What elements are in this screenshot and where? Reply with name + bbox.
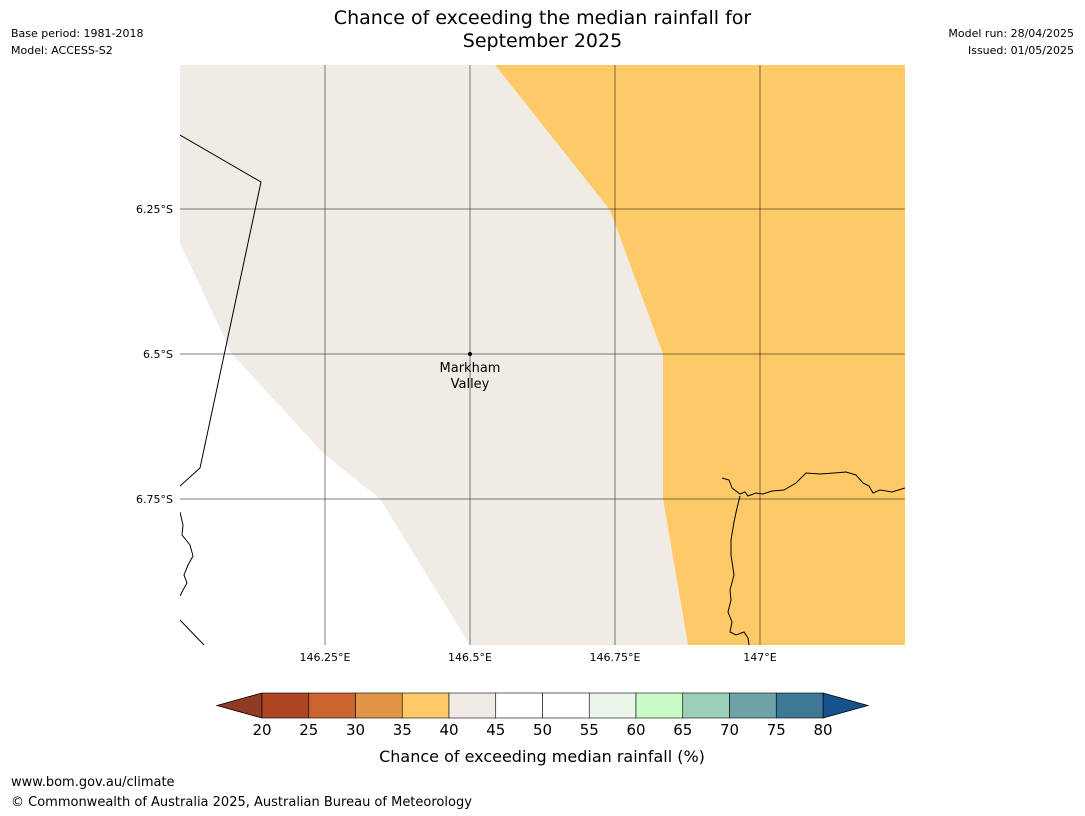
colorbar-swatch <box>729 692 777 719</box>
latitude-labels: 6.25°S 6.5°S 6.75°S <box>136 203 173 506</box>
colorbar-swatch <box>495 692 543 719</box>
metadata-right: Model run: 28/04/2025 Issued: 01/05/2025 <box>948 25 1074 59</box>
lon-label-146-25: 146.25°E <box>300 651 351 664</box>
place-label-line-2: Valley <box>451 377 490 392</box>
graticule <box>180 65 905 645</box>
colorbar-swatch <box>588 692 637 719</box>
footer-copyright: © Commonwealth of Australia 2025, Austra… <box>11 795 472 810</box>
colorbar-tick-label: 35 <box>393 721 412 739</box>
title-line-2: September 2025 <box>462 30 623 52</box>
colorbar: 20 25 30 35 40 45 50 55 60 65 70 75 80 <box>215 692 870 739</box>
colorbar-swatch <box>355 692 403 719</box>
colorbar-tick-label: 25 <box>299 721 318 739</box>
lon-label-146-5: 146.5°E <box>448 651 492 664</box>
markham-valley-marker <box>468 352 472 356</box>
lat-label-6-75: 6.75°S <box>136 493 173 506</box>
colorbar-tick-label: 20 <box>252 721 271 739</box>
base-period-text: Base period: 1981-2018 <box>11 27 144 40</box>
map-title: Chance of exceeding the median rainfall … <box>0 7 1085 53</box>
colorbar-swatch <box>401 692 450 719</box>
colorbar-swatch <box>775 692 824 719</box>
coastline-huon-gulf <box>721 471 905 497</box>
colorbar-swatch <box>261 692 310 719</box>
title-line-1: Chance of exceeding the median rainfall … <box>333 7 752 29</box>
footer-url: www.bom.gov.au/climate <box>11 775 175 790</box>
colorbar-tick-label: 65 <box>673 721 692 739</box>
lon-label-147: 147°E <box>743 651 776 664</box>
colorbar-tick-label: 55 <box>580 721 599 739</box>
issued-text: Issued: 01/05/2025 <box>967 44 1074 57</box>
lat-label-6-25: 6.25°S <box>136 203 173 216</box>
metadata-left: Base period: 1981-2018 Model: ACCESS-S2 <box>11 25 143 59</box>
coastline-river-south <box>727 495 750 645</box>
colorbar-over-arrow <box>822 692 870 719</box>
longitude-labels: 146.25°E 146.5°E 146.75°E 147°E <box>300 651 777 664</box>
category-40-45-region <box>180 65 688 645</box>
boundaries <box>180 134 905 645</box>
colorbar-tick-label: 60 <box>626 721 645 739</box>
map-area: Markham Valley <box>180 65 905 645</box>
colorbar-tick-label: 45 <box>486 721 505 739</box>
colorbar-label: Chance of exceeding median rainfall (%) <box>379 747 705 766</box>
colorbar-swatch <box>635 692 684 719</box>
lat-label-6-5: 6.5°S <box>143 348 173 361</box>
district-boundary <box>180 134 262 487</box>
coastline-southwest <box>180 619 205 645</box>
colorbar-swatch <box>448 692 497 719</box>
model-run-text: Model run: 28/04/2025 <box>948 27 1074 40</box>
colorbar-swatch <box>682 692 730 719</box>
colorbar-tick-label: 80 <box>813 721 832 739</box>
coastline-west <box>180 511 194 597</box>
colorbar-tick-label: 30 <box>346 721 365 739</box>
colorbar-swatch <box>542 692 590 719</box>
colorbar-swatch <box>308 692 356 719</box>
colorbar-tick-label: 75 <box>767 721 786 739</box>
model-text: Model: ACCESS-S2 <box>11 44 113 57</box>
category-35-40-region <box>495 65 905 645</box>
colorbar-under-arrow <box>215 692 263 719</box>
colorbar-tick-label: 50 <box>533 721 552 739</box>
place-label-line-1: Markham <box>440 361 501 376</box>
colorbar-tick-label: 40 <box>439 721 458 739</box>
lon-label-146-75: 146.75°E <box>590 651 641 664</box>
colorbar-tick-label: 70 <box>720 721 739 739</box>
